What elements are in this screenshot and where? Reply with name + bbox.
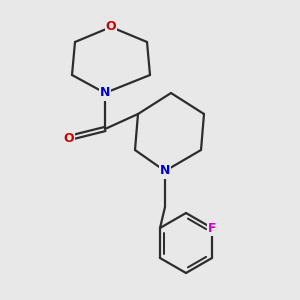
- Text: N: N: [100, 86, 110, 100]
- Text: F: F: [208, 221, 216, 235]
- Text: O: O: [106, 20, 116, 34]
- Text: N: N: [160, 164, 170, 178]
- Text: O: O: [64, 131, 74, 145]
